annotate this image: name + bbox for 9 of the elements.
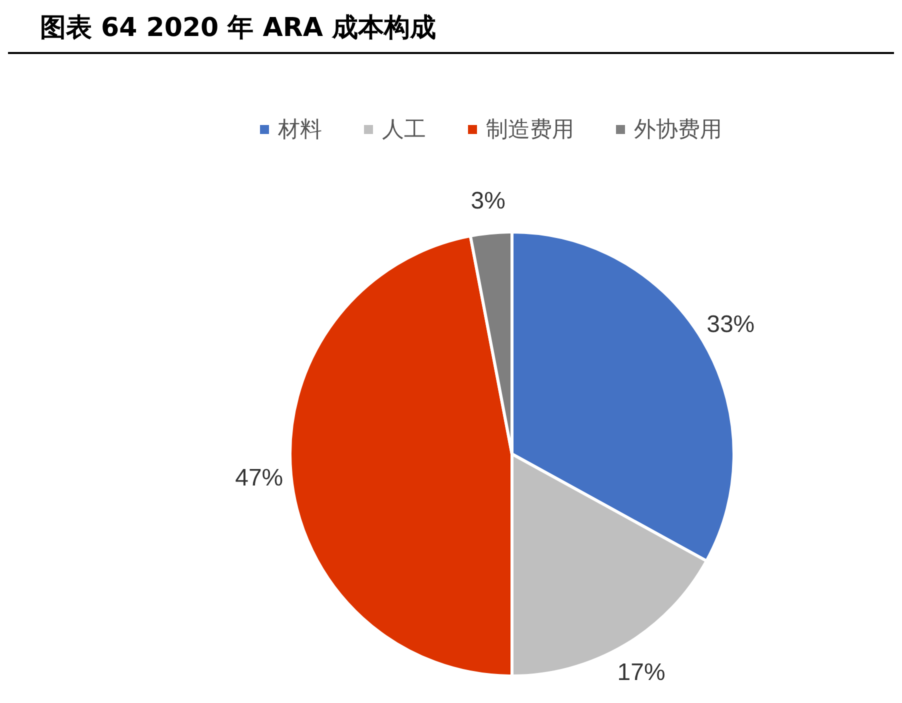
chart-title: 图表 64 2020 年 ARA 成本构成 xyxy=(40,13,436,43)
data-label: 33% xyxy=(706,311,755,338)
data-label: 17% xyxy=(617,659,666,686)
legend-label: 制造费用 xyxy=(486,118,574,142)
data-label: 47% xyxy=(235,464,284,492)
data-label: 3% xyxy=(470,188,506,215)
legend-label: 人工 xyxy=(382,118,426,142)
legend-label: 外协费用 xyxy=(634,118,722,142)
legend-label: 材料 xyxy=(277,118,322,142)
